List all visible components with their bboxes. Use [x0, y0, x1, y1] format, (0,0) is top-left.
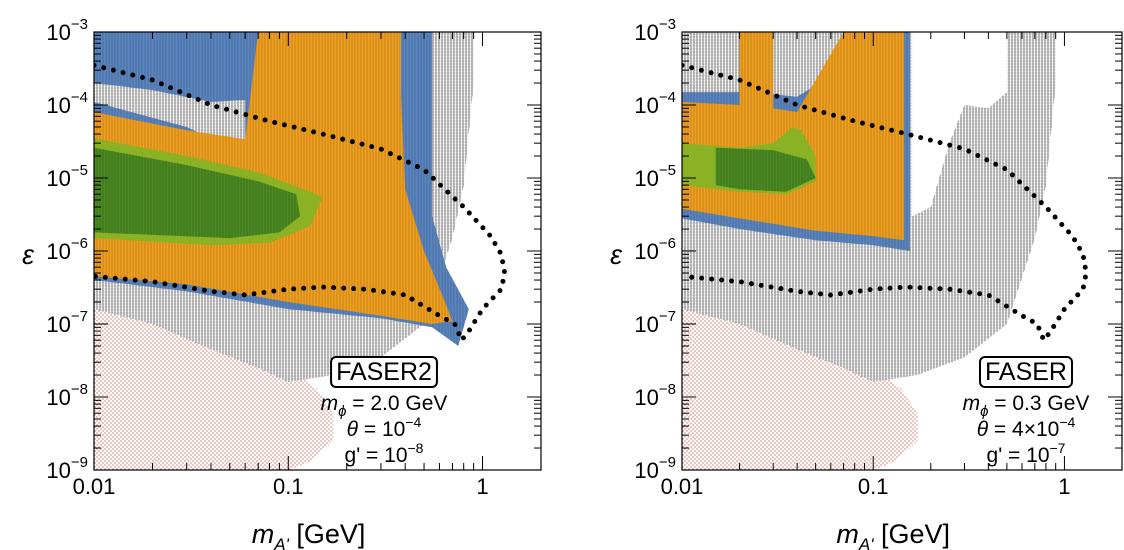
y-tick-label: 10−4: [634, 89, 676, 118]
region-0: [94, 295, 333, 470]
x-tick-label: 0.1: [273, 474, 304, 499]
minor-ticks: [93, 32, 542, 471]
param-line: θ = 4×10−4: [977, 414, 1076, 441]
minor-ticks: [681, 32, 1123, 471]
region-hatch-8: [94, 147, 301, 239]
y-tick-label: 10−9: [634, 454, 676, 483]
experiment-label: FASER2: [336, 358, 432, 386]
exclusion-regions: [94, 32, 474, 470]
y-tick-label: 10−3: [46, 16, 88, 45]
y-tick-label: 10−3: [634, 16, 676, 45]
param-line: g' = 10−8: [345, 440, 424, 467]
x-tick-label: 0.01: [661, 474, 704, 499]
y-tick-label: 10−6: [634, 235, 676, 264]
y-tick-label: 10−7: [46, 308, 88, 337]
param-line: mϕ = 2.0 GeV: [321, 392, 448, 420]
y-tick-label: 10−4: [46, 89, 88, 118]
y-tick-label: 10−8: [46, 381, 88, 410]
panel-faser: 0.01 0.1 1 10−3 10−4 10−5 10−6 10−7 10−8 10−9 mA' …: [610, 16, 1123, 550]
y-tick-label: 10−9: [46, 454, 88, 483]
y-tick-label: 10−8: [634, 381, 676, 410]
param-line: mϕ = 0.3 GeV: [963, 392, 1090, 420]
param-line: g' = 10−7: [987, 440, 1066, 467]
y-axis-title: ε: [22, 240, 35, 270]
experiment-label-box: [330, 356, 438, 388]
sensitivity-curve: [94, 62, 508, 346]
param-line: θ = 10−4: [347, 414, 422, 441]
x-axis-title: mA' [GeV]: [836, 519, 950, 550]
y-tick-label: 10−7: [634, 308, 676, 337]
exclusion-regions: [682, 32, 1056, 470]
x-axis-title: mA' [GeV]: [252, 519, 366, 550]
y-tick-label: 10−5: [634, 162, 676, 191]
sensitivity-curve: [682, 62, 1089, 346]
x-tick-label: 1: [476, 474, 488, 499]
region-0: [682, 295, 918, 470]
y-tick-label: 10−6: [46, 235, 88, 264]
y-tick-label: 10−5: [46, 162, 88, 191]
y-axis-title: ε: [610, 240, 623, 270]
x-tick-label: 0.1: [858, 474, 889, 499]
region-2: [912, 32, 1007, 217]
panel-faser2: 0.01 0.1 1 10−3 10−4 10−5 10−6 10−7 10−8 10−9 mA' …: [22, 16, 542, 550]
x-tick-label: 1: [1058, 474, 1070, 499]
experiment-label: FASER: [985, 358, 1067, 386]
experiment-label-box: [979, 356, 1073, 388]
x-tick-label: 0.01: [73, 474, 116, 499]
region-hatch-6: [715, 147, 816, 192]
